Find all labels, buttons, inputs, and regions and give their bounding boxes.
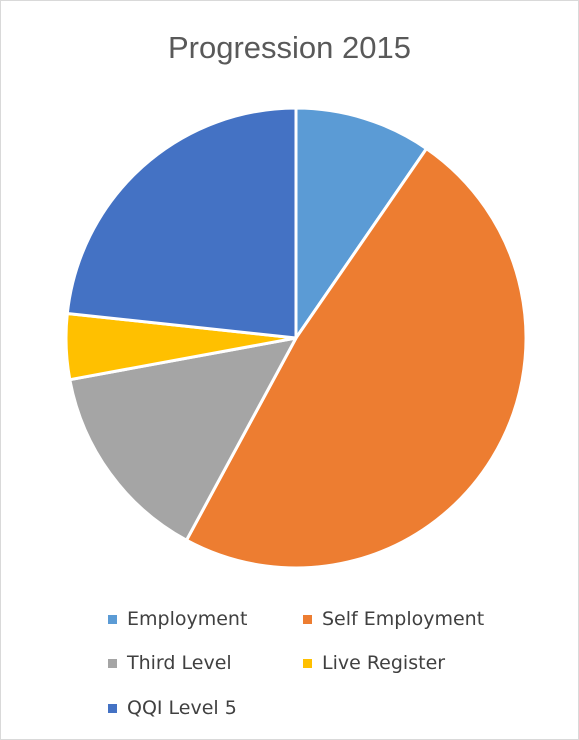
legend-item-third-level: Third Level xyxy=(108,652,232,674)
legend-swatch xyxy=(303,614,312,624)
pie-slice-self-employment xyxy=(184,147,528,570)
legend-swatch xyxy=(108,703,117,713)
pie-slice-employment xyxy=(294,106,428,340)
legend-label: Live Register xyxy=(322,652,446,674)
legend-label: Third Level xyxy=(127,652,232,674)
legend-label: Employment xyxy=(127,608,248,630)
legend-item-live-register: Live Register xyxy=(303,652,445,674)
legend-item-qqi-level-5: QQI Level 5 xyxy=(108,697,237,719)
legend-swatch xyxy=(108,614,117,624)
legend-swatch xyxy=(108,658,117,668)
chart-title: Progression 2015 xyxy=(168,30,411,65)
legend-label: QQI Level 5 xyxy=(127,697,237,719)
legend-item-employment: Employment xyxy=(108,608,247,630)
legend-label: Self Employment xyxy=(322,608,485,630)
legend-swatch xyxy=(303,658,312,668)
pie-slice-third-level xyxy=(68,336,298,542)
legend-item-self-employment: Self Employment xyxy=(303,608,484,630)
pie-slice-qqi-level-5 xyxy=(65,106,298,340)
